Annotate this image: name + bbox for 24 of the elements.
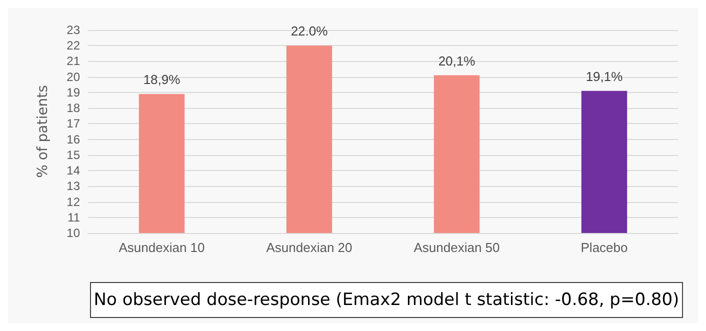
y-tick-label: 22 <box>66 38 80 53</box>
y-tick-label: 15 <box>66 148 80 162</box>
y-tick-label: 17 <box>66 116 80 131</box>
y-tick-label: 14 <box>66 164 80 178</box>
x-tick-label: Asundexian 50 <box>414 240 500 255</box>
y-tick-label: 21 <box>66 54 80 68</box>
y-tick-label: 13 <box>66 179 80 194</box>
y-axis-title: % of patients <box>35 85 51 178</box>
y-tick-label: 11 <box>68 210 80 224</box>
data-label: 19,1% <box>586 68 624 84</box>
y-tick-label: 18 <box>66 101 80 116</box>
y-tick-label: 19 <box>66 85 80 100</box>
data-label: 22.0% <box>290 24 328 39</box>
x-tick-label: Asundexian 20 <box>266 240 352 255</box>
x-tick-label: Placebo <box>580 240 628 255</box>
text: No observed dose-response (Emax2 model t statistic: -0.68, p=0.80) <box>94 290 680 310</box>
y-tick-label: 10 <box>66 226 80 240</box>
data-label: 18,9% <box>143 72 181 88</box>
data-label: 20,1% <box>438 53 476 68</box>
y-tick-label: 12 <box>66 194 80 209</box>
y-tick-label: 23 <box>66 23 80 37</box>
y-tick-label: 20 <box>66 70 80 84</box>
y-tick-label: 16 <box>66 132 80 146</box>
x-tick-label: Asundexian 10 <box>118 240 205 255</box>
